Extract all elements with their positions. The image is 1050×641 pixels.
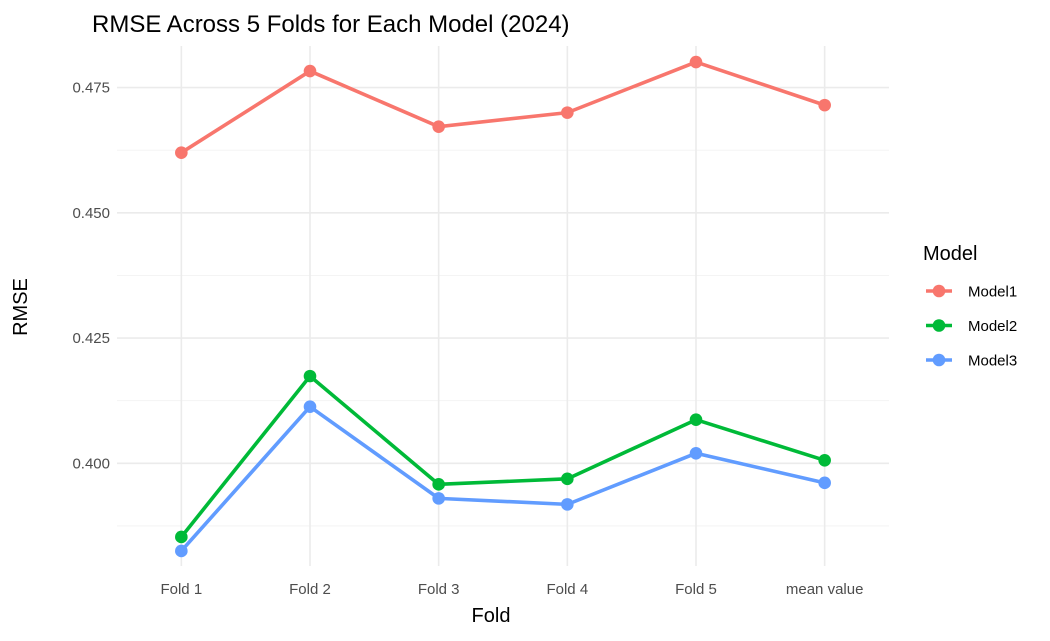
x-tick-label: Fold 4 (546, 581, 588, 598)
data-point (561, 498, 574, 511)
legend-key-point (932, 319, 946, 332)
x-tick-label: Fold 5 (675, 581, 717, 598)
series-model3 (175, 400, 831, 558)
legend-key-point (932, 353, 946, 367)
data-point (689, 413, 703, 427)
legend-label: Model1 (968, 284, 1017, 301)
data-point (432, 492, 445, 505)
series-model2 (175, 369, 831, 544)
legend-title: Model (923, 243, 977, 265)
data-point (175, 530, 188, 544)
y-axis-title: RMSE (10, 278, 32, 336)
x-axis-title: Fold (472, 605, 511, 627)
data-point (303, 400, 317, 413)
data-point (818, 476, 831, 490)
legend-label: Model2 (968, 318, 1017, 335)
series-model1 (175, 55, 831, 160)
series-line (179, 404, 826, 553)
series-line (179, 374, 826, 539)
data-point (561, 472, 574, 486)
y-tick-label: 0.400 (72, 455, 110, 472)
series-layer (175, 55, 831, 558)
x-tick-label: Fold 3 (418, 581, 460, 598)
y-axis: 0.400 0.425 0.450 0.475 (72, 80, 110, 473)
data-point (175, 146, 188, 160)
data-point (175, 544, 188, 558)
grid (117, 46, 889, 566)
legend-item-model1: Model1 (926, 284, 1017, 301)
data-point (432, 478, 445, 491)
legend: Model Model1 Model2 Model3 (923, 243, 1017, 370)
x-axis: Fold 1 Fold 2 Fold 3 Fold 4 Fold 5 mean value (160, 581, 863, 598)
data-point (561, 106, 574, 119)
data-point (689, 55, 703, 69)
legend-item-model2: Model2 (926, 318, 1017, 335)
y-tick-label: 0.450 (72, 205, 110, 222)
data-point (303, 64, 317, 78)
x-tick-label: Fold 2 (289, 581, 331, 598)
data-point (689, 446, 703, 460)
y-tick-label: 0.475 (72, 80, 110, 97)
legend-item-model3: Model3 (926, 353, 1017, 370)
x-tick-label: Fold 1 (160, 581, 202, 598)
data-point (303, 369, 317, 383)
data-point (432, 120, 445, 133)
chart-title: RMSE Across 5 Folds for Each Model (2024… (92, 11, 570, 38)
series-line (180, 60, 826, 155)
x-tick-label: mean value (786, 581, 864, 598)
data-point (818, 453, 831, 467)
legend-key-point (932, 284, 946, 298)
legend-label: Model3 (968, 353, 1017, 370)
y-tick-label: 0.425 (72, 330, 110, 347)
data-point (818, 98, 831, 112)
